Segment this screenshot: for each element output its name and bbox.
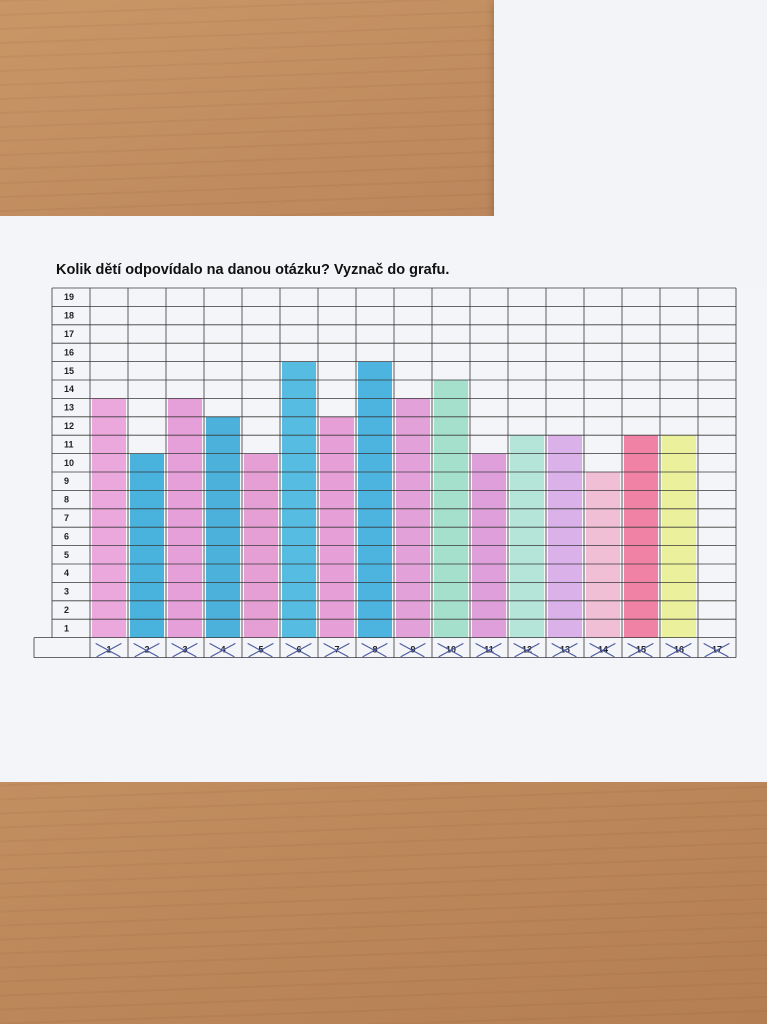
cross-mark xyxy=(95,643,122,658)
bar-16 xyxy=(662,435,696,638)
cross-mark xyxy=(589,643,616,658)
x-axis-labels: 1 2 3 4 5 6 7 8 9 10 11 12 13 14 15 16 17 xyxy=(95,643,730,658)
cross-mark xyxy=(133,643,160,658)
bar-15 xyxy=(624,435,658,638)
bar-1 xyxy=(92,398,126,638)
cross-mark xyxy=(361,643,388,658)
back-paper-sheet xyxy=(494,0,767,288)
bar-12 xyxy=(510,435,544,638)
bar-9 xyxy=(396,398,430,638)
y-tick-label: 3 xyxy=(64,587,69,597)
y-tick-label: 14 xyxy=(64,384,74,394)
y-tick-label: 8 xyxy=(64,495,69,505)
y-tick-label: 2 xyxy=(64,605,69,615)
grid-layer xyxy=(33,287,737,658)
y-tick-label: 9 xyxy=(64,476,69,486)
cross-mark xyxy=(171,643,198,658)
y-tick-label: 18 xyxy=(64,311,74,321)
bar-6 xyxy=(282,361,316,638)
y-tick-label: 5 xyxy=(64,550,69,560)
cross-mark xyxy=(285,643,312,658)
y-tick-label: 1 xyxy=(64,623,69,633)
cross-mark xyxy=(399,643,426,658)
y-tick-label: 11 xyxy=(64,439,74,449)
y-tick-label: 12 xyxy=(64,421,74,431)
cross-mark xyxy=(437,643,464,658)
cross-mark xyxy=(665,643,692,658)
bar-13 xyxy=(548,435,582,638)
chart-title: Kolik dětí odpovídalo na danou otázku? V… xyxy=(56,262,450,278)
y-tick-label: 13 xyxy=(64,403,74,413)
bar-14 xyxy=(586,472,620,638)
cross-mark xyxy=(209,643,236,658)
bars-layer xyxy=(92,361,696,638)
cross-mark xyxy=(323,643,350,658)
bar-3 xyxy=(168,398,202,638)
cross-mark xyxy=(475,643,502,658)
cross-mark xyxy=(513,643,540,658)
y-tick-label: 7 xyxy=(64,513,69,523)
y-tick-label: 4 xyxy=(64,568,69,578)
y-tick-label: 10 xyxy=(64,458,74,468)
cross-mark xyxy=(247,643,274,658)
y-tick-label: 15 xyxy=(64,366,74,376)
y-tick-label: 6 xyxy=(64,531,69,541)
y-tick-label: 16 xyxy=(64,347,74,357)
cross-mark xyxy=(703,643,730,658)
cross-mark xyxy=(551,643,578,658)
y-tick-label: 19 xyxy=(64,292,74,302)
cross-mark xyxy=(627,643,654,658)
y-tick-label: 17 xyxy=(64,329,74,339)
bar-8 xyxy=(358,361,392,638)
